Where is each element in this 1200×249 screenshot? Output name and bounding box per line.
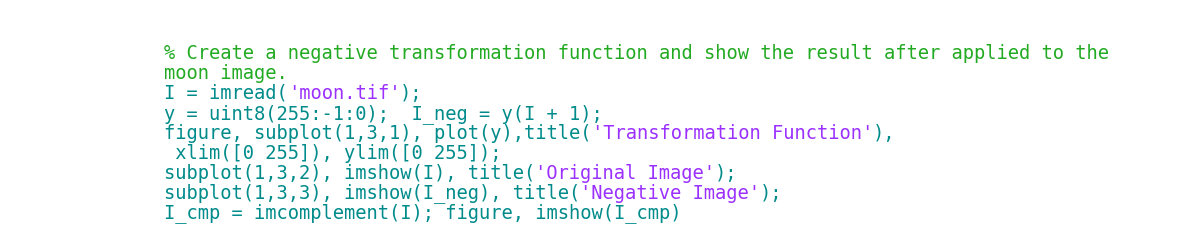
Text: y = uint8(255:-1:0);  I_neg = y(I + 1);: y = uint8(255:-1:0); I_neg = y(I + 1); [164, 104, 602, 124]
Text: );: ); [715, 164, 738, 183]
Text: subplot(1,3,3), imshow(I_neg), title(: subplot(1,3,3), imshow(I_neg), title( [164, 184, 581, 203]
Text: xlim([0 255]), ylim([0 255]);: xlim([0 255]), ylim([0 255]); [164, 144, 502, 163]
Text: ),: ), [872, 124, 895, 143]
Text: subplot(1,3,2), imshow(I), title(: subplot(1,3,2), imshow(I), title( [164, 164, 535, 183]
Text: );: ); [761, 184, 782, 202]
Text: 'moon.tif': 'moon.tif' [288, 84, 401, 103]
Text: 'Original Image': 'Original Image' [535, 164, 715, 183]
Text: moon image.: moon image. [164, 64, 288, 83]
Text: );: ); [401, 84, 422, 103]
Text: I_cmp = imcomplement(I); figure, imshow(I_cmp): I_cmp = imcomplement(I); figure, imshow(… [164, 203, 682, 223]
Text: figure, subplot(1,3,1), plot(y),title(: figure, subplot(1,3,1), plot(y),title( [164, 124, 592, 143]
Text: 'Negative Image': 'Negative Image' [581, 184, 761, 202]
Text: I = imread(: I = imread( [164, 84, 288, 103]
Text: 'Transformation Function': 'Transformation Function' [592, 124, 872, 143]
Text: % Create a negative transformation function and show the result after applied to: % Create a negative transformation funct… [164, 44, 1109, 63]
